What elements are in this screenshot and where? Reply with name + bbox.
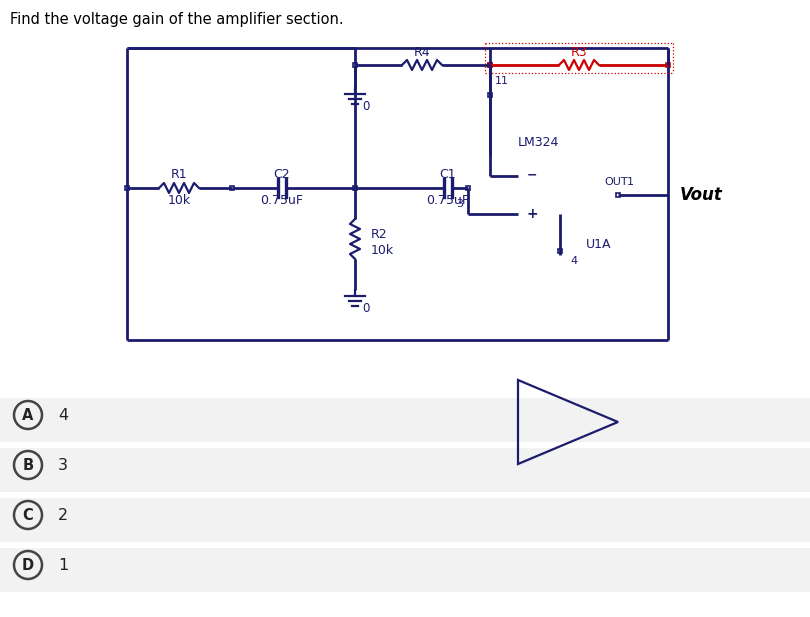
Bar xyxy=(488,63,492,67)
Text: +: + xyxy=(527,207,539,221)
Text: 3: 3 xyxy=(58,457,68,473)
Text: R3: R3 xyxy=(571,46,587,59)
Text: R1: R1 xyxy=(171,168,187,181)
Text: U1A: U1A xyxy=(586,239,612,252)
Text: 4: 4 xyxy=(570,256,577,266)
Text: 3: 3 xyxy=(456,199,463,209)
Text: −: − xyxy=(527,168,538,181)
Text: LM324: LM324 xyxy=(518,136,559,149)
Bar xyxy=(466,186,471,190)
Bar xyxy=(0,448,810,492)
Bar xyxy=(352,186,357,190)
Text: C: C xyxy=(23,508,33,523)
Text: 1: 1 xyxy=(627,177,634,187)
Text: 0.75uF: 0.75uF xyxy=(427,194,470,207)
Text: 10k: 10k xyxy=(168,194,190,207)
Bar xyxy=(666,63,670,67)
Text: 10k: 10k xyxy=(371,244,394,257)
Text: 2: 2 xyxy=(58,508,68,523)
Text: A: A xyxy=(23,407,34,423)
Bar xyxy=(0,398,810,442)
Bar xyxy=(230,186,234,190)
Bar xyxy=(488,93,492,97)
Text: 0: 0 xyxy=(362,99,369,112)
Text: C2: C2 xyxy=(274,168,290,181)
Bar xyxy=(125,186,130,190)
Bar xyxy=(0,498,810,542)
Bar xyxy=(352,63,357,67)
Text: 4: 4 xyxy=(58,407,68,423)
Bar xyxy=(0,548,810,592)
Text: OUT: OUT xyxy=(604,177,628,187)
Text: R4: R4 xyxy=(414,46,430,59)
Bar xyxy=(558,249,562,253)
Text: 0.75uF: 0.75uF xyxy=(261,194,304,207)
Text: 11: 11 xyxy=(495,76,509,86)
Text: 0: 0 xyxy=(362,302,369,315)
Text: Vout: Vout xyxy=(680,186,723,204)
Text: R2: R2 xyxy=(371,228,388,241)
Text: 1: 1 xyxy=(58,558,68,573)
Bar xyxy=(488,63,492,67)
Text: D: D xyxy=(22,558,34,573)
Text: Find the voltage gain of the amplifier section.: Find the voltage gain of the amplifier s… xyxy=(10,12,343,27)
Text: C1: C1 xyxy=(440,168,456,181)
Bar xyxy=(616,193,620,197)
Text: B: B xyxy=(23,457,33,473)
